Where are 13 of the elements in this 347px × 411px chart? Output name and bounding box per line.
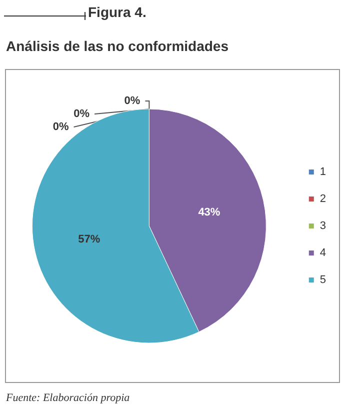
chart-title: Figura 4. — [88, 4, 146, 20]
legend-label: 1 — [320, 166, 326, 178]
legend-label: 2 — [320, 193, 326, 205]
text: 0% — [74, 108, 90, 120]
legend-label: 3 — [320, 220, 326, 232]
text: 0% — [124, 95, 140, 107]
text: 0% — [52, 121, 69, 133]
legend-label: 4 — [320, 247, 326, 259]
chart-subtitle: Análisis de las no conformidades — [6, 38, 229, 54]
data-label: 43% — [198, 206, 220, 219]
data-label: 57% — [78, 233, 100, 246]
source-note: Fuente: Elaboración propia — [6, 392, 130, 404]
legend-label: 5 — [320, 274, 326, 286]
